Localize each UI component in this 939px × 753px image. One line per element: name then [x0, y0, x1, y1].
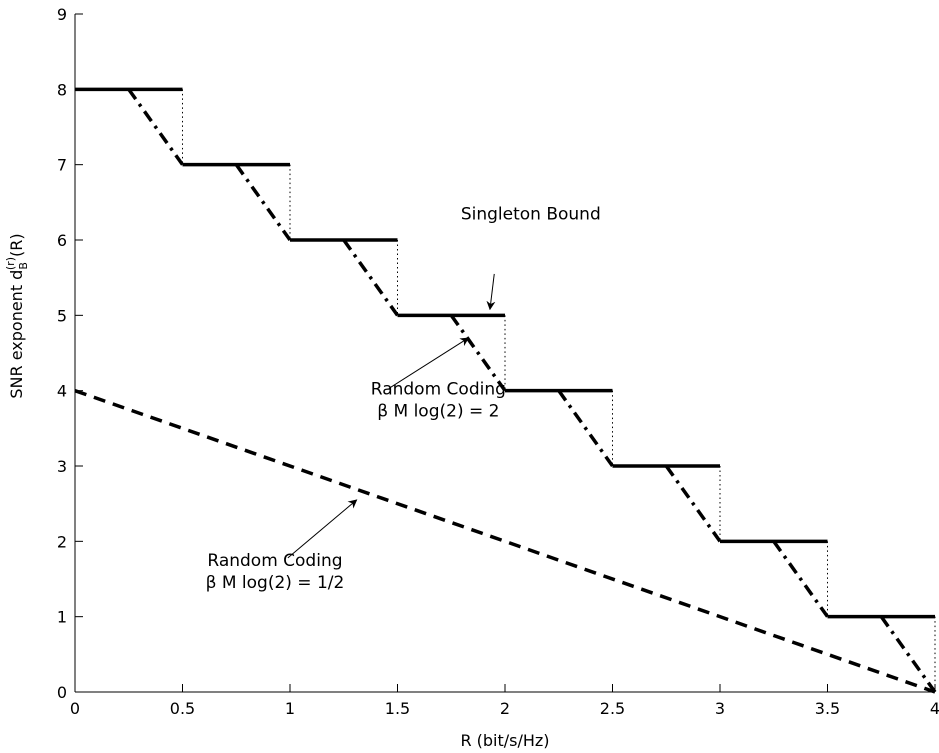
y-tick-label: 3	[57, 457, 67, 476]
axes: 0 0.5 1 1.5 2 2.5 3 3.5 4 0 1 2 3 4 5 6 7 8 9	[57, 5, 939, 718]
y-tick-label: 9	[57, 5, 67, 24]
annotation-arrow	[486, 273, 496, 311]
series-dashdot-segment	[664, 464, 722, 543]
y-tick-label: 4	[57, 382, 67, 401]
series-solid	[75, 87, 935, 619]
annotation-text: Random Coding	[207, 551, 342, 571]
y-tick-label: 7	[57, 156, 67, 175]
x-tick-label: 3.5	[815, 699, 840, 718]
y-tick-label: 8	[57, 80, 67, 99]
y-tick-label: 5	[57, 306, 67, 325]
annotation-text: β M log(2) = 2	[377, 401, 499, 421]
series-dashdot-segment	[557, 389, 614, 468]
x-tick-label: 3	[715, 699, 725, 718]
series-dashed-segment	[74, 389, 936, 694]
x-tick-label: 2	[500, 699, 510, 718]
y-axis-label-suffix: (R)	[7, 233, 26, 257]
y-tick-label: 0	[57, 683, 67, 702]
series-group	[74, 87, 937, 694]
x-tick-label: 1.5	[385, 699, 410, 718]
y-tick-label: 2	[57, 532, 67, 551]
series-dashdot-segment	[449, 314, 507, 392]
y-axis-label-sup: (r)	[4, 257, 17, 270]
series-dashed	[74, 389, 936, 694]
annotation-arrow	[388, 337, 470, 389]
series-dashdot-segment	[879, 615, 937, 694]
annotation-text: β M log(2) = 1/2	[206, 573, 345, 593]
annotation-text: Singleton Bound	[461, 205, 601, 225]
series-dashdot	[127, 88, 937, 694]
annotation: Singleton Bound	[461, 205, 601, 311]
y-axis-label: SNR exponent dB(r)(R)	[4, 233, 30, 398]
series-dashdot-segment	[127, 88, 184, 166]
x-axis-label: R (bit/s/Hz)	[460, 731, 549, 750]
x-tick-label: 0	[70, 699, 80, 718]
series-dashdot-segment	[234, 163, 292, 242]
x-tick-label: 0.5	[170, 699, 195, 718]
y-axis-label-prefix: SNR exponent d	[7, 270, 26, 399]
annotation-text: Random Coding	[371, 379, 506, 399]
y-tick-label: 6	[57, 231, 67, 250]
x-tick-label: 4	[930, 699, 939, 718]
y-tick-label: 1	[57, 608, 67, 627]
x-tick-label: 1	[285, 699, 295, 718]
series-dashdot-segment	[772, 540, 829, 618]
series-dashdot-segment	[342, 238, 399, 317]
x-tick-label: 2.5	[600, 699, 625, 718]
y-axis-label-sub: B	[17, 262, 30, 270]
annotation-arrow	[287, 499, 358, 559]
